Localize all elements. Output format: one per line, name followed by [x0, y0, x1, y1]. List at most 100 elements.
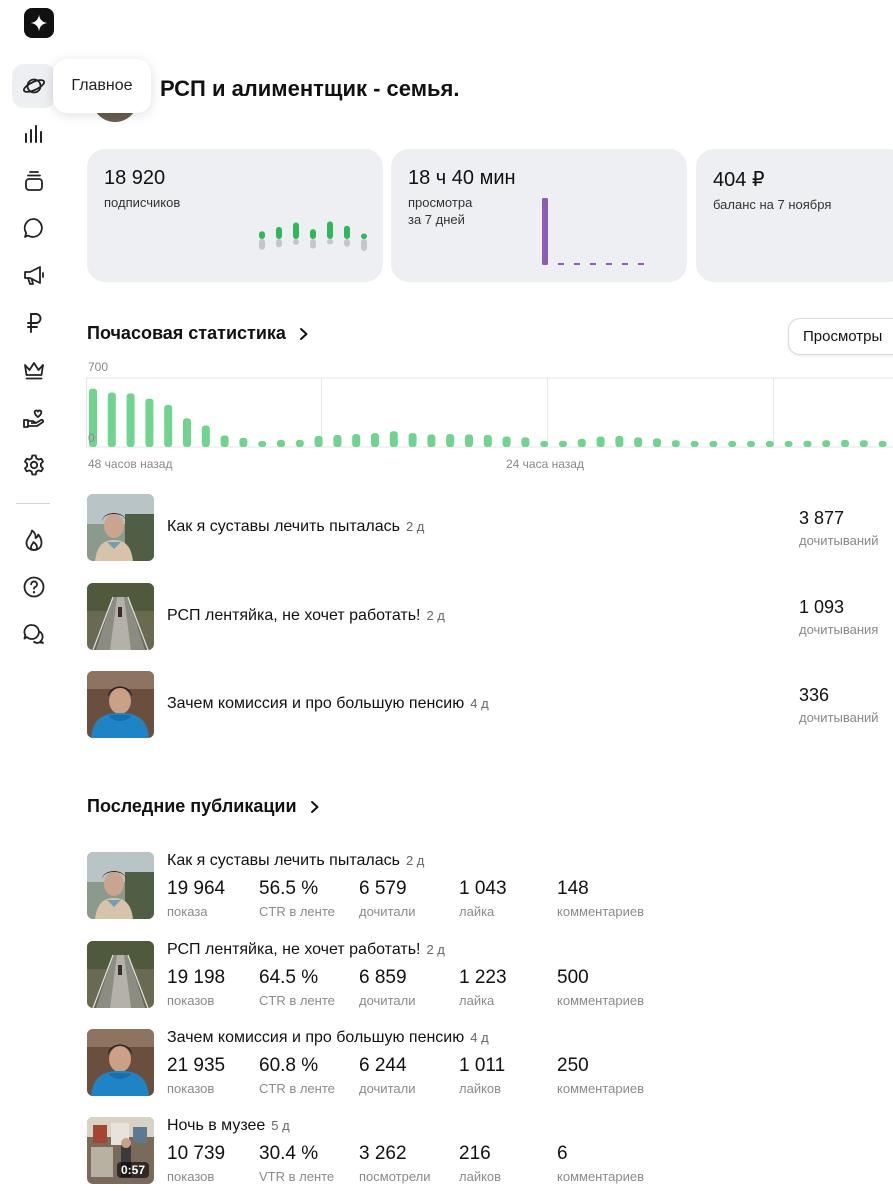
hourly-bar	[596, 436, 605, 447]
hourly-bar	[653, 438, 661, 447]
sidebar-item-settings[interactable]	[12, 443, 56, 487]
star-logo-icon	[30, 14, 48, 32]
chat-bubble-icon	[23, 218, 43, 238]
top-post-value: 1 093	[799, 597, 845, 617]
hourly-bar	[126, 393, 135, 447]
hourly-bar	[352, 434, 361, 447]
x-label-24h: 24 часа назад	[506, 457, 584, 471]
subscribers-loss-bar	[276, 239, 282, 248]
hourly-bar	[784, 441, 793, 447]
app-logo[interactable]	[24, 8, 54, 38]
hourly-bar	[89, 388, 97, 447]
hourly-stats-heading[interactable]: Почасовая статистика	[87, 323, 310, 344]
sidebar-item-statistics[interactable]	[12, 112, 56, 156]
sidebar-tooltip: Главное	[53, 59, 151, 113]
metric-ctr: 64.5 % CTR в ленте	[259, 967, 335, 1008]
metric-impressions: 19 198 показов	[167, 967, 226, 1008]
hourly-bar	[859, 440, 868, 447]
publication-title: Ночь в музее 5 д	[167, 1117, 290, 1134]
sidebar-item-comments[interactable]	[12, 206, 56, 250]
thumbnail-woman-portrait-2	[87, 1029, 154, 1096]
hourly-bar	[164, 404, 173, 447]
chevron-right-icon	[299, 327, 308, 340]
channel-title: РСП и алиментщик - семья.	[160, 76, 460, 101]
sidebar-item-monetization[interactable]	[12, 301, 56, 345]
subscribers-gain-bar	[361, 233, 367, 239]
hourly-bar	[446, 434, 455, 447]
x-label-48h: 48 часов назад	[88, 457, 173, 471]
subscribers-value: 18 920	[104, 167, 166, 189]
hourly-bar	[295, 439, 304, 447]
metric-reads: 6 859 дочитали	[359, 967, 416, 1008]
metric-vtr: 30.4 % VTR в ленте	[259, 1143, 335, 1184]
planet-icon	[22, 78, 46, 94]
thumbnail-bridge-photo	[87, 941, 154, 1008]
gear-icon	[24, 454, 44, 476]
metric-likes: 216 лайков	[459, 1143, 502, 1184]
stack-icon	[25, 171, 43, 191]
metric-views: 3 262 посмотрели	[359, 1143, 431, 1184]
sidebar-item-promotion[interactable]	[12, 253, 56, 297]
hourly-bar	[709, 441, 718, 447]
hourly-bar	[671, 440, 680, 447]
views-time-bar-empty	[622, 263, 628, 265]
views-time-bar-empty	[606, 263, 612, 265]
sidebar-item-support-chat[interactable]	[12, 612, 56, 656]
hourly-bar	[521, 437, 530, 447]
top-post-row[interactable]: Как я суставы лечить пыталась 2 д 3 877 д…	[87, 494, 893, 562]
top-post-unit: дочитываний	[799, 710, 879, 725]
hourly-bar	[765, 441, 774, 447]
subscribers-card[interactable]: 18 920 подписчиков	[87, 149, 383, 282]
publication-row[interactable]: Зачем комиссия и про большую пенсию 4 д 2…	[87, 1029, 893, 1101]
metric-impressions: 19 964 показа	[167, 878, 226, 919]
hourly-bar	[333, 435, 342, 447]
sidebar-item-publications[interactable]	[12, 159, 56, 203]
metric-comments: 250 комментариев	[557, 1055, 645, 1096]
top-post-row[interactable]: РСП лентяйка, не хочет работать! 2 д 1 09…	[87, 583, 893, 651]
top-post-value: 3 877	[799, 508, 845, 528]
sidebar-item-main[interactable]	[12, 64, 56, 108]
sidebar-item-premium[interactable]	[12, 348, 56, 392]
views-time-sparkline	[542, 198, 644, 265]
publication-row[interactable]: 0:57 Ночь в музее 5 д 10 739 показов 30.4 …	[87, 1117, 893, 1189]
publication-title: РСП лентяйка, не хочет работать! 2 д	[167, 941, 445, 958]
chevron-right-icon	[310, 800, 319, 813]
subscribers-gain-bar	[310, 229, 316, 239]
hourly-bar	[577, 438, 586, 447]
balance-label: баланс на 7 ноября	[713, 197, 832, 212]
views-time-label: просмотра за 7 дней	[408, 195, 473, 227]
views-time-bar-empty	[590, 263, 596, 265]
hourly-bar	[841, 439, 849, 447]
metric-reads: 6 244 дочитали	[359, 1055, 416, 1096]
sidebar-item-donations[interactable]	[12, 396, 56, 440]
megaphone-icon	[24, 266, 44, 285]
metric-select-button[interactable]: Просмотры	[788, 318, 893, 355]
publication-row[interactable]: РСП лентяйка, не хочет работать! 2 д 19 1…	[87, 941, 893, 1013]
hourly-bar	[559, 440, 567, 447]
latest-publications-heading[interactable]: Последние публикации	[87, 796, 321, 817]
top-post-value: 336	[799, 685, 830, 705]
sidebar-item-help[interactable]	[12, 565, 56, 609]
hourly-bar	[822, 440, 831, 447]
hourly-bar	[747, 441, 755, 447]
views-time-bar-empty	[574, 263, 580, 265]
metric-reads: 6 579 дочитали	[359, 878, 416, 919]
hourly-bar	[314, 435, 323, 447]
metric-comments: 500 комментариев	[557, 967, 645, 1008]
top-post-title: Зачем комиссия и про большую пенсию 4 д	[167, 695, 489, 712]
top-post-unit: дочитываний	[799, 533, 879, 548]
publication-row[interactable]: Как я суставы лечить пыталась 2 д 19 964 п…	[87, 852, 893, 924]
hourly-bar	[239, 437, 248, 447]
top-post-title: РСП лентяйка, не хочет работать! 2 д	[167, 607, 445, 624]
subscribers-label: подписчиков	[104, 195, 181, 210]
views-time-card[interactable]: 18 ч 40 мин просмотра за 7 дней	[391, 149, 687, 282]
metric-ctr: 60.8 % CTR в ленте	[259, 1055, 335, 1096]
hourly-bar	[277, 439, 285, 447]
balance-card[interactable]: 404 ₽ баланс на 7 ноября	[696, 149, 893, 282]
views-time-bar-empty	[638, 263, 644, 265]
sidebar	[0, 0, 70, 1200]
metric-likes: 1 011 лайков	[459, 1055, 506, 1096]
top-post-row[interactable]: Зачем комиссия и про большую пенсию 4 д 3…	[87, 671, 893, 739]
sidebar-item-trends[interactable]	[12, 518, 56, 562]
hourly-bar	[145, 398, 154, 447]
